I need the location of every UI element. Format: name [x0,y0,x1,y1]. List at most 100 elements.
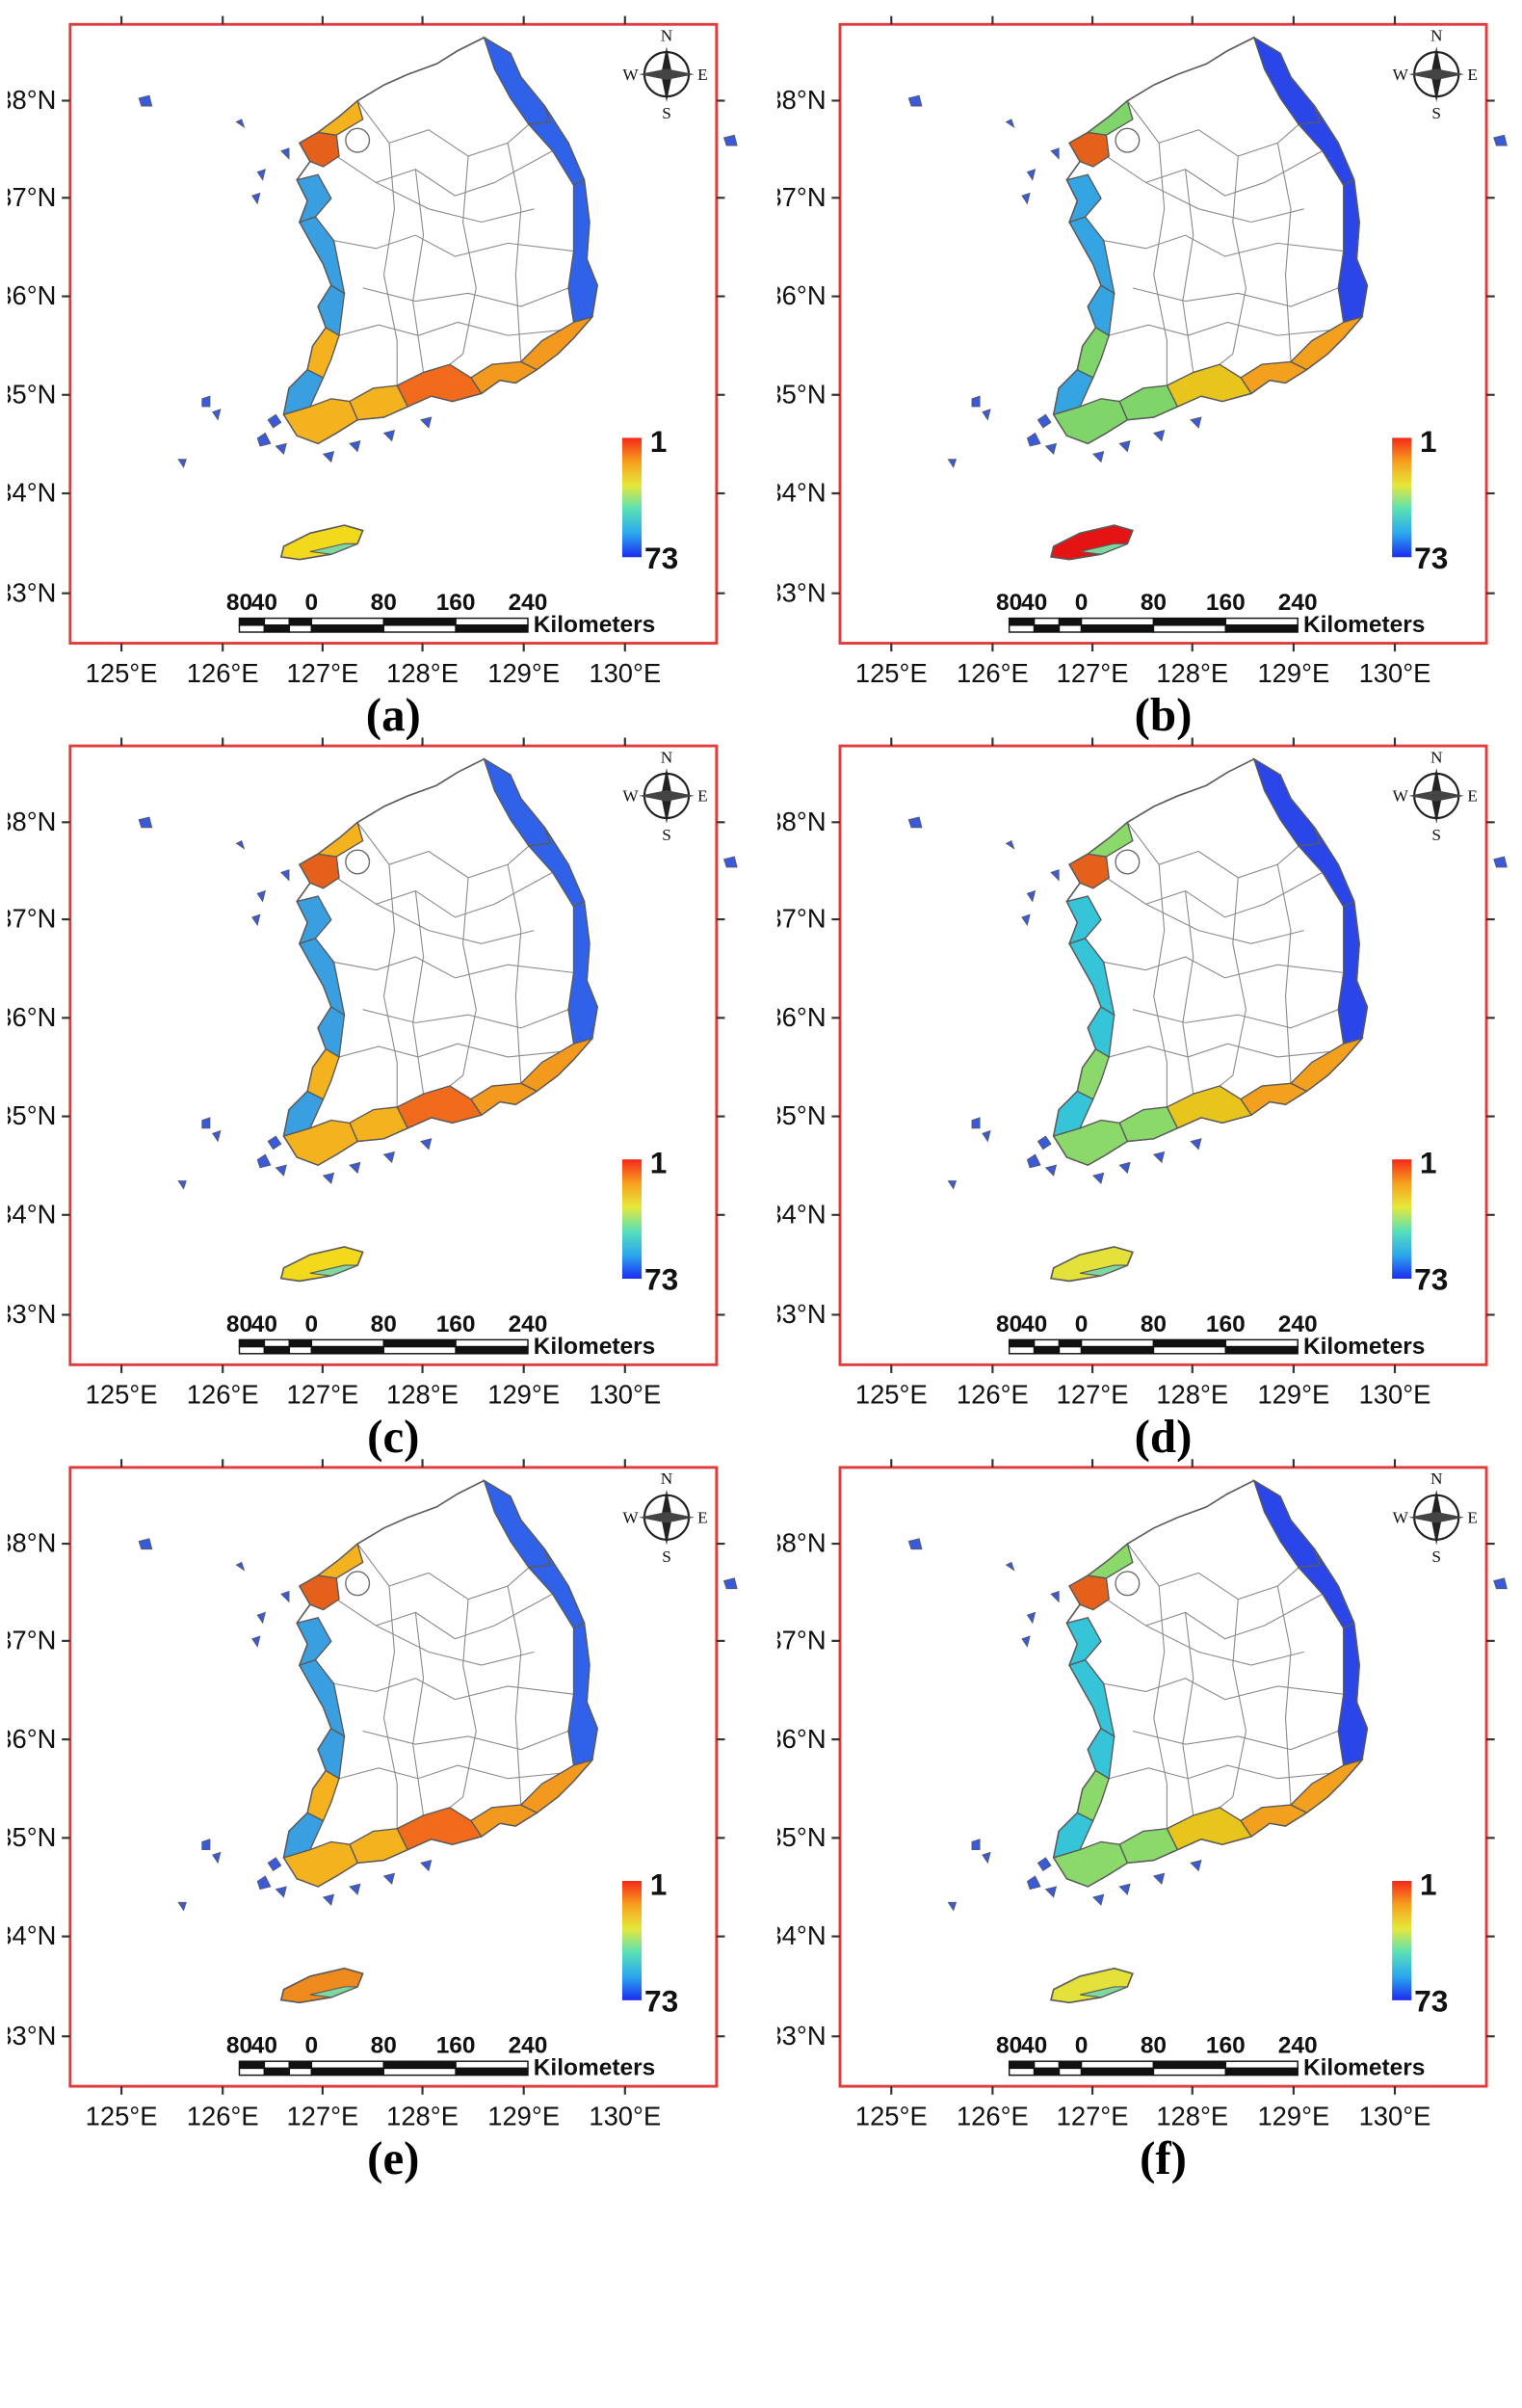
island [1005,119,1015,128]
scale-tick-label: 80 [371,590,397,616]
lat-label: 35°N [777,379,826,409]
district-boundary [412,1612,425,1816]
lon-label: 128°E [386,2101,459,2130]
island [177,1901,187,1912]
region-south-coast-east [1240,1082,1308,1117]
district-boundary [1109,1043,1331,1058]
legend-top-label: 1 [1420,424,1437,459]
island [349,440,361,453]
district-boundary [338,1043,561,1058]
island [1021,192,1031,205]
district-boundary [1153,143,1168,386]
scale-unit-label: Kilometers [534,1334,655,1360]
lat-label: 38°N [777,85,826,115]
district-boundary [1109,321,1331,336]
map-svg-f: 38°N 37°N 36°N 35°N 34°N 33°N 125°E 126°E 127°E 1… [777,1459,1508,2130]
island [1118,1161,1131,1175]
district-boundary [362,287,569,307]
island [1005,1561,1015,1572]
island [201,1117,211,1129]
region-southwest-tip [1052,398,1129,445]
region-gyeonggi-bay [1065,173,1102,224]
scale-tick-label: 160 [1206,590,1246,616]
island [275,1164,287,1177]
legend-bottom-label: 73 [1414,1262,1448,1297]
region-jeju-south [309,1264,358,1277]
lat-label: 35°N [777,1100,826,1130]
lon-label: 130°E [589,658,661,688]
island [1026,1611,1037,1625]
lon-label: 129°E [487,658,560,688]
region-jeju-south [1079,1264,1128,1277]
lon-label: 125°E [86,1380,158,1410]
lat-label: 33°N [8,2021,56,2051]
district-boundary [333,956,574,979]
island [235,119,246,128]
island [1021,913,1031,927]
island [177,1180,187,1190]
island [280,147,290,160]
island [1050,1590,1060,1603]
island [256,1611,266,1625]
lon-label: 130°E [1359,1380,1431,1410]
island [275,1886,287,1898]
panel-caption-a: (a) [365,690,421,742]
district-boundary [1219,156,1247,365]
region-ganghwa [1086,1543,1134,1579]
island [1050,147,1060,160]
island [251,1635,261,1648]
island [251,913,261,927]
map-svg-e: 38°N 37°N 36°N 35°N 34°N 33°N 125°E 126°E 127°E 1… [8,1459,738,2130]
scale-tick-label: 80 [1141,590,1167,616]
scale-tick-label: 160 [436,2033,476,2059]
region-ganghwa [1086,821,1134,858]
island [1190,416,1202,429]
compass-label-w: W [1393,66,1409,84]
island [907,816,923,829]
island [349,1161,361,1175]
lat-label: 34°N [8,478,56,508]
island [256,1153,272,1169]
compass-label-w: W [622,66,639,84]
lat-label: 35°N [8,379,56,409]
district-boundary [1126,1543,1299,1601]
scale-tick-label: 160 [436,590,476,616]
panel-caption-c: (c) [367,1412,420,1464]
legend-colorbar [1392,1881,1412,2000]
seoul-cluster [1115,1571,1141,1597]
island [201,395,211,408]
district-boundary [1219,1599,1247,1809]
island [349,1883,361,1895]
region-east-coast-mid [527,827,586,908]
island [138,1538,153,1550]
lon-label: 127°E [1057,658,1129,688]
district-boundary [1106,1593,1324,1640]
district-boundary [376,1625,535,1666]
district-boundary [362,1009,569,1029]
legend-colorbar [1392,1159,1412,1280]
district-boundary [1182,890,1194,1095]
region-gyeonggi-bay [1065,1617,1102,1667]
island [1037,413,1052,429]
district-boundary [1182,1612,1194,1816]
island [1044,442,1058,456]
lon-label: 128°E [1156,1380,1228,1410]
compass-rose-icon: N S E W [622,27,707,123]
lon-label: 127°E [286,658,358,688]
scale-tick-label: 80 [1141,1311,1167,1337]
compass-label-s: S [1431,1548,1441,1566]
district-boundary [507,143,522,362]
lon-label: 127°E [286,2101,358,2130]
scale-tick-label: 240 [509,590,548,616]
district-boundary [1276,143,1292,362]
lat-label: 36°N [8,1002,56,1032]
lat-label: 38°N [8,85,56,115]
island [256,432,272,447]
region-east-coast-mid [1297,105,1355,187]
scale-tick-label: 40 [251,2033,277,2059]
legend-bottom-label: 73 [644,541,678,575]
lon-label: 129°E [487,1380,560,1410]
island [235,1561,246,1572]
panel-caption-e: (e) [367,2133,420,2185]
